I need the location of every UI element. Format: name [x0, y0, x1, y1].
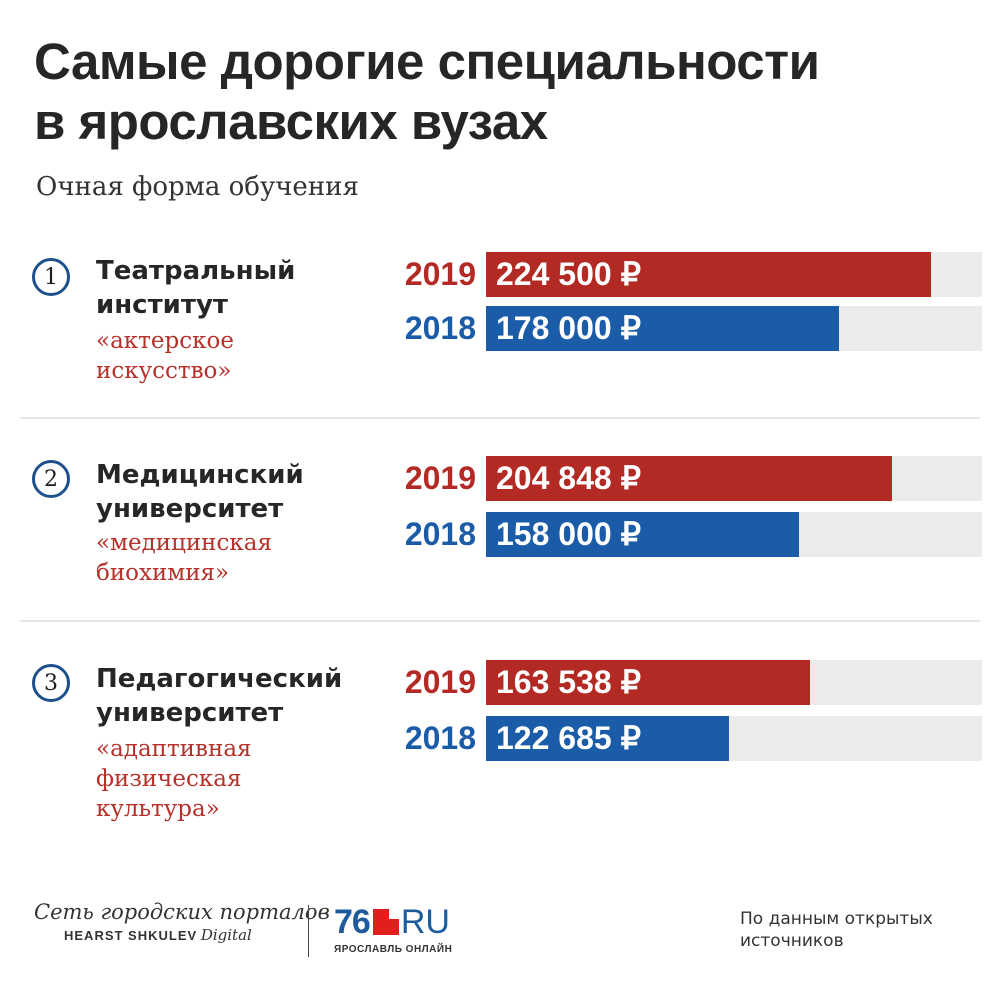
rank-badge: 3 [32, 664, 70, 702]
divider [20, 417, 980, 419]
specialty-name-line: физическая [96, 766, 242, 792]
site-logo-mark: 76 RU [334, 902, 452, 942]
year-label-2019: 2019 [404, 460, 476, 496]
institution-name-line: университет [96, 494, 284, 524]
bar-row-2019: 2019 163 538 ₽ [400, 660, 982, 705]
site-logo-domain: RU [400, 902, 450, 941]
divider [20, 620, 980, 622]
footer-separator [308, 905, 309, 957]
bar-2018 [486, 512, 800, 557]
bar-track: 163 538 ₽ [486, 660, 982, 705]
institution-name: Театральный институт [96, 254, 386, 322]
site-logo: 76 RU ЯРОСЛАВЛЬ ОНЛАЙН [334, 902, 453, 956]
bar-value-label: 163 538 ₽ [496, 664, 641, 700]
specialty-name: «медицинская биохимия» [96, 528, 386, 588]
bar-value-label: 158 000 ₽ [496, 516, 641, 552]
institution-name-line: Педагогический [96, 664, 343, 694]
rank-badge: 2 [32, 460, 70, 498]
bar-track: 204 848 ₽ [486, 456, 982, 501]
specialty-name-line: биохимия» [96, 560, 230, 586]
year-label-2018: 2018 [404, 516, 476, 552]
logo-square-icon [372, 909, 399, 935]
publisher-brand-subline: HEARST SHKULEV Digital [34, 926, 330, 944]
bar-row-2019: 2019 224 500 ₽ [400, 252, 982, 297]
publisher-brand-name: Сеть городских порталов [34, 900, 330, 924]
source-note-line: По данным открытых [740, 909, 933, 929]
bar-2018 [486, 716, 730, 761]
institution-name-line: Театральный [96, 256, 296, 286]
site-logo-tagline: ЯРОСЛАВЛЬ ОНЛАЙН [334, 944, 453, 955]
bar-row-2019: 2019 204 848 ₽ [400, 456, 982, 501]
year-label-2018: 2018 [404, 720, 476, 756]
page-title: Самые дорогие специальности в ярославски… [34, 32, 974, 152]
source-note: По данным открытых источников [740, 908, 980, 952]
institution-name: Педагогический университет [96, 662, 386, 730]
institution-name-line: университет [96, 698, 284, 728]
bar-value-label: 204 848 ₽ [496, 460, 641, 496]
publisher-brand-sub-bold: HEARST SHKULEV [64, 928, 198, 943]
specialty-name: «адаптивная физическая культура» [96, 734, 386, 824]
site-logo-number: 76 [334, 902, 371, 941]
institution-name: Медицинский университет [96, 458, 386, 526]
bar-value-label: 178 000 ₽ [496, 310, 641, 346]
title-line-2: в ярославских вузах [34, 93, 548, 150]
bar-value-label: 122 685 ₽ [496, 720, 641, 756]
publisher-brand: Сеть городских порталов HEARST SHKULEV D… [34, 900, 330, 944]
specialty-name-line: искусство» [96, 358, 232, 384]
title-line-1: Самые дорогие специальности [34, 33, 820, 90]
bar-track: 122 685 ₽ [486, 716, 982, 761]
year-label-2018: 2018 [404, 310, 476, 346]
source-note-line: источников [740, 931, 844, 951]
bar-group: 2019 163 538 ₽ 2018 122 685 ₽ [400, 660, 982, 780]
institution-name-line: институт [96, 290, 228, 320]
bar-track: 224 500 ₽ [486, 252, 982, 297]
bar-2019 [486, 252, 932, 297]
bar-2019 [486, 660, 811, 705]
specialty-name-line: «медицинская [96, 530, 272, 556]
page-subtitle: Очная форма обучения [36, 172, 359, 202]
specialty-name-line: «актерское [96, 328, 234, 354]
bar-group: 2019 204 848 ₽ 2018 158 000 ₽ [400, 456, 982, 576]
bar-row-2018: 2018 158 000 ₽ [400, 512, 982, 557]
bar-2019 [486, 456, 893, 501]
publisher-brand-sub-italic: Digital [200, 926, 252, 944]
specialty-name-line: «адаптивная [96, 736, 252, 762]
bar-track: 178 000 ₽ [486, 306, 982, 351]
specialty-name-line: культура» [96, 796, 220, 822]
bar-track: 158 000 ₽ [486, 512, 982, 557]
bar-group: 2019 224 500 ₽ 2018 178 000 ₽ [400, 250, 982, 370]
institution-name-line: Медицинский [96, 460, 304, 490]
bar-row-2018: 2018 122 685 ₽ [400, 716, 982, 761]
bar-2018 [486, 306, 840, 351]
year-label-2019: 2019 [404, 664, 476, 700]
specialty-name: «актерское искусство» [96, 326, 386, 386]
bar-value-label: 224 500 ₽ [496, 256, 641, 292]
rank-badge: 1 [32, 258, 70, 296]
bar-row-2018: 2018 178 000 ₽ [400, 306, 982, 351]
year-label-2019: 2019 [404, 256, 476, 292]
